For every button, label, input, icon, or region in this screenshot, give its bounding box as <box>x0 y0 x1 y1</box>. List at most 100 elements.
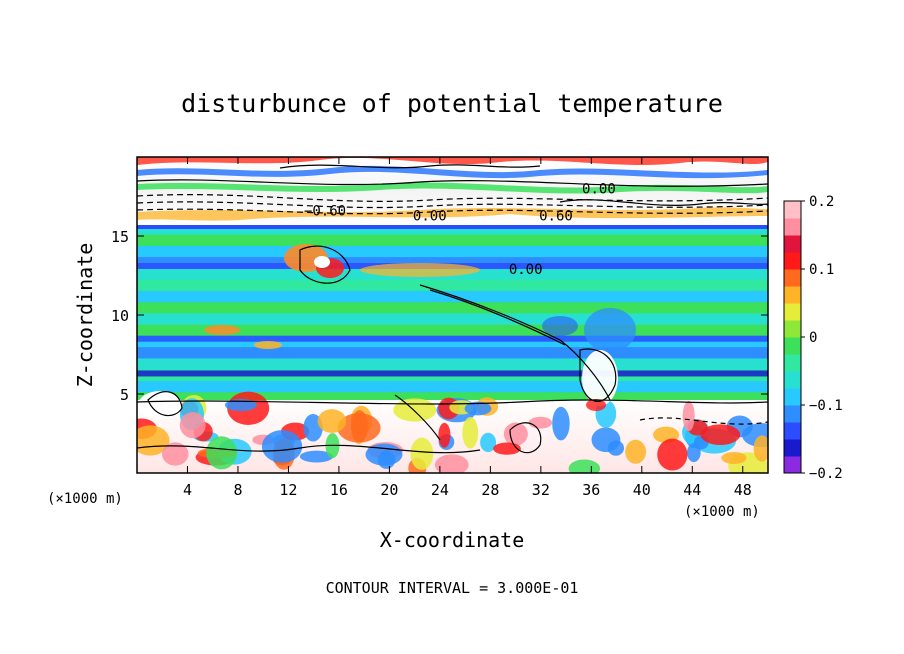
band <box>137 223 768 236</box>
contour-interval-note: CONTOUR INTERVAL = 3.000E-01 <box>326 579 579 597</box>
colorbar-ticks: 0.2 0.1 0 −0.1 −0.2 <box>801 194 843 482</box>
turbulence-blob <box>377 450 396 469</box>
x-tick-label: 4 <box>183 481 192 499</box>
turbulence-blob <box>682 400 695 432</box>
feature-blue-1 <box>584 308 636 352</box>
band <box>137 257 768 269</box>
chart-title: disturbunce of potential temperature <box>181 89 723 118</box>
feature-white-3 <box>138 391 182 419</box>
x-tick-label: 48 <box>734 481 752 499</box>
band-dark <box>137 370 768 377</box>
turbulence-blob <box>591 427 621 453</box>
colorbar-tick-label: −0.2 <box>809 466 843 482</box>
x-tick-label: 24 <box>431 481 449 499</box>
x-tick-label: 44 <box>683 481 701 499</box>
band <box>137 245 768 258</box>
x-tick-label: 28 <box>481 481 499 499</box>
x-axis-ticks: 4 8 12 16 20 24 28 32 36 40 44 48 <box>183 157 752 499</box>
colorbar-swatch <box>784 422 801 440</box>
colorbar-tick-label: −0.1 <box>809 398 843 414</box>
colorbar-swatch <box>784 371 801 389</box>
upper-layer-edge-orange <box>137 207 768 221</box>
turbulence-blob <box>261 430 303 463</box>
contour-label: 0.00 <box>509 262 543 278</box>
colorbar-swatch <box>784 218 801 236</box>
turbulence-blob <box>462 417 479 449</box>
colorbar-swatch <box>784 388 801 406</box>
feature-orange-4 <box>254 341 282 349</box>
band <box>137 279 768 292</box>
heatmap-field <box>137 157 768 473</box>
y-tick-label: 10 <box>111 307 129 325</box>
turbulence-blob <box>337 413 381 443</box>
colorbar-swatch <box>784 354 801 372</box>
z-unit-label: (×1000 m) <box>47 491 123 507</box>
feature-orange-2 <box>360 263 480 277</box>
contour-lines <box>137 164 768 454</box>
feature-orange-3 <box>204 325 240 335</box>
turbulence-blob <box>657 438 688 471</box>
feature-white-1 <box>314 256 330 268</box>
colorbar-swatch <box>784 269 801 287</box>
turbulence-blob <box>625 439 647 464</box>
turbulence-blob <box>568 459 601 473</box>
contour-label: −0.60 <box>304 204 346 220</box>
contour-label: 0.60 <box>539 208 573 224</box>
x-tick-label: 8 <box>233 481 242 499</box>
colorbar-swatch <box>784 201 801 219</box>
colorbar-tick-label: 0.1 <box>809 262 834 278</box>
colorbar <box>784 201 801 474</box>
colorbar-swatch <box>784 303 801 321</box>
turbulence-blob <box>179 412 206 439</box>
turbulence-blob <box>161 442 189 466</box>
x-axis-label: X-coordinate <box>380 528 525 552</box>
band <box>137 392 768 404</box>
upper-layer-edge-blue <box>137 165 768 179</box>
x-tick-label: 32 <box>532 481 550 499</box>
colorbar-swatch <box>784 456 801 474</box>
troposphere-bands <box>137 223 768 404</box>
colorbar-swatch <box>784 286 801 304</box>
band <box>137 313 768 326</box>
upper-layer-edge-red <box>137 157 768 166</box>
turbulence-blob <box>206 436 237 470</box>
colorbar-tick-label: 0 <box>809 330 817 346</box>
y-tick-label: 5 <box>120 386 129 404</box>
turbulence-blob <box>434 454 469 473</box>
band <box>137 234 768 247</box>
colorbar-swatch <box>784 320 801 338</box>
feature-blue-2 <box>542 316 578 336</box>
band <box>137 302 768 314</box>
turbulence-blob <box>438 422 451 448</box>
colorbar-swatch <box>784 252 801 270</box>
contour-label: 0.00 <box>582 182 616 198</box>
band <box>137 347 768 359</box>
tropopause-line <box>137 225 768 229</box>
band <box>137 335 768 348</box>
contour-labels: −0.60 0.00 0.00 0.00 0.60 <box>304 182 616 279</box>
upper-layer-edge-green <box>137 182 768 194</box>
turbulence-blob <box>721 451 747 465</box>
colorbar-swatch <box>784 337 801 355</box>
contour-label: 0.00 <box>413 208 447 224</box>
turbulence-blob <box>410 437 434 470</box>
turbulence-blob <box>528 416 553 429</box>
x-tick-label: 20 <box>380 481 398 499</box>
band <box>137 358 768 371</box>
turbulence-blob <box>503 422 528 446</box>
turbulence-blob <box>464 401 492 416</box>
turbulence-blob <box>317 409 347 433</box>
feature-white-2 <box>582 350 618 406</box>
x-tick-label: 40 <box>633 481 651 499</box>
feature-red-2 <box>586 399 606 411</box>
band <box>137 324 768 337</box>
colorbar-tick-label: 0.2 <box>809 194 834 210</box>
turbulence-blob <box>753 435 768 462</box>
lower-layer-blobs <box>137 391 768 473</box>
x-tick-label: 16 <box>330 481 348 499</box>
colorbar-swatch <box>784 439 801 457</box>
y-tick-label: 15 <box>111 228 129 246</box>
y-axis-label: Z-coordinate <box>73 243 97 388</box>
x-tick-label: 36 <box>582 481 600 499</box>
